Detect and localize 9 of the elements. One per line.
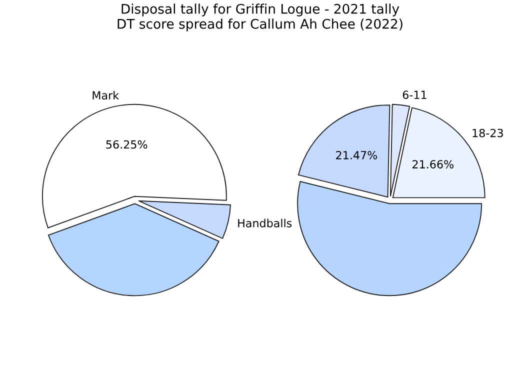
slice-label: 6-11	[402, 90, 426, 100]
slice-label: Mark	[92, 90, 120, 100]
slice-label: Handballs	[238, 218, 292, 228]
data-label: 56.25%	[106, 140, 148, 149]
chart-title: Disposal tally for Griffin Logue - 2021 tally	[122, 4, 400, 16]
data-label: 21.66%	[412, 160, 454, 168]
data-label: 21.47%	[336, 150, 378, 160]
chart-title: DT score spread for Callum Ah Chee (2022)	[118, 18, 402, 32]
slice-label: 18-23	[472, 128, 503, 138]
